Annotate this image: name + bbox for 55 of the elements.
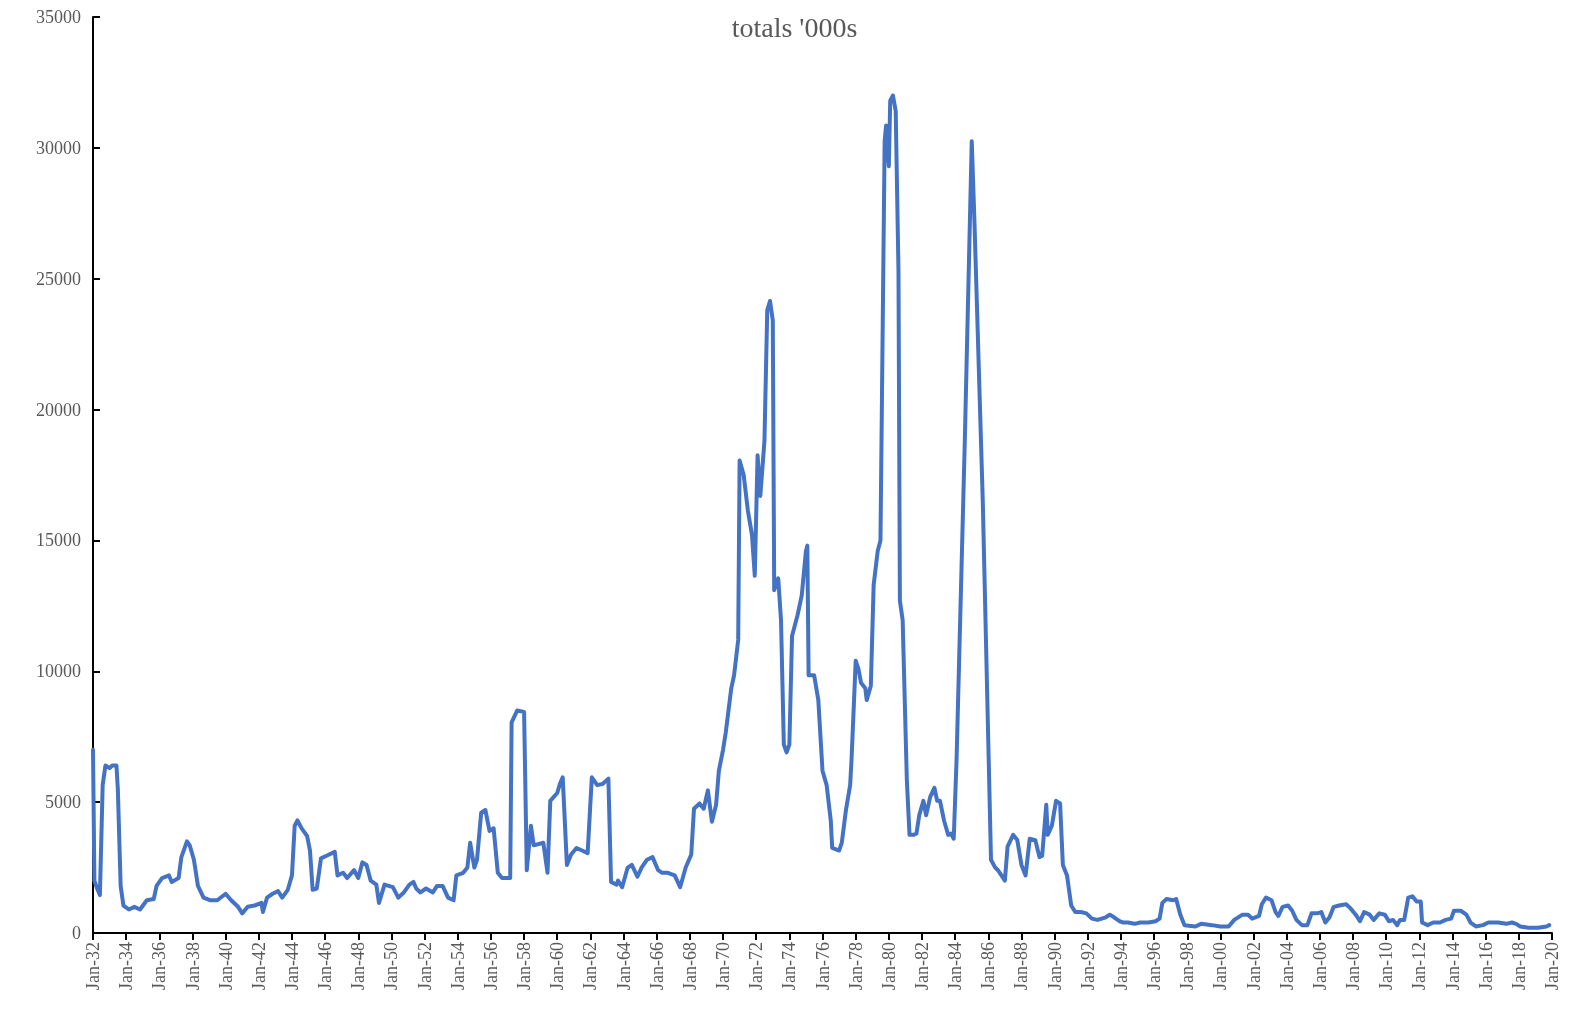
x-tick-label: Jan-04 <box>1276 942 1297 990</box>
x-tick-label: Jan-78 <box>845 942 866 990</box>
y-tick-label: 15000 <box>36 530 81 551</box>
x-tick-label: Jan-64 <box>613 942 634 990</box>
x-tick-label: Jan-94 <box>1110 942 1131 990</box>
x-tick-label: Jan-56 <box>480 942 501 990</box>
x-tick-label: Jan-84 <box>945 942 966 990</box>
y-tick-label: 5000 <box>45 792 81 813</box>
x-tick-label: Jan-00 <box>1210 942 1231 990</box>
x-tick-label: Jan-42 <box>248 942 269 990</box>
x-tick-label: Jan-40 <box>215 942 236 990</box>
x-tick-label: Jan-46 <box>315 942 336 990</box>
x-tick-label: Jan-48 <box>348 942 369 990</box>
x-tick-label: Jan-34 <box>116 942 137 990</box>
y-tick-label: 20000 <box>36 399 81 420</box>
x-tick-label: Jan-50 <box>381 942 402 990</box>
x-tick-label: Jan-32 <box>83 942 103 990</box>
x-tick-label: Jan-66 <box>646 942 667 990</box>
x-tick-label: Jan-88 <box>1011 942 1032 990</box>
x-tick-label: Jan-72 <box>746 942 767 990</box>
x-tick-label: Jan-16 <box>1475 942 1496 990</box>
y-tick-label: 30000 <box>36 137 81 158</box>
y-tick-label: 25000 <box>36 268 81 289</box>
x-tick-label: Jan-60 <box>547 942 568 990</box>
x-tick-label: Jan-70 <box>713 942 734 990</box>
x-tick-label: Jan-90 <box>1044 942 1065 990</box>
x-tick-label: Jan-86 <box>978 942 999 990</box>
x-tick-label: Jan-82 <box>912 942 932 990</box>
x-tick-label: Jan-62 <box>580 942 601 990</box>
x-tick-label: Jan-38 <box>182 942 203 990</box>
x-tick-label: Jan-06 <box>1309 942 1330 990</box>
y-tick-label: 10000 <box>36 661 81 682</box>
x-tick-label: Jan-68 <box>679 942 700 990</box>
x-tick-label: Jan-14 <box>1442 942 1463 990</box>
x-tick-label: Jan-58 <box>514 942 535 990</box>
x-tick-label: Jan-12 <box>1409 942 1430 990</box>
x-tick-label: Jan-36 <box>149 942 170 990</box>
x-tick-label: Jan-20 <box>1542 942 1562 990</box>
x-tick-label: Jan-08 <box>1343 942 1364 990</box>
x-tick-label: Jan-52 <box>414 942 435 990</box>
line-series <box>91 93 1552 930</box>
x-tick-label: Jan-74 <box>779 942 800 990</box>
chart-title: totals '000s <box>731 11 858 43</box>
x-tick-label: Jan-10 <box>1376 942 1397 990</box>
x-tick-label: Jan-44 <box>281 942 302 990</box>
x-tick-label: Jan-92 <box>1077 942 1098 990</box>
y-tick-label: 0 <box>72 923 81 943</box>
x-tick-label: Jan-98 <box>1177 942 1198 990</box>
y-tick-label: 35000 <box>36 7 81 27</box>
x-tick-label: Jan-76 <box>812 942 833 990</box>
x-tick-label: Jan-96 <box>1144 942 1165 990</box>
x-tick-label: Jan-80 <box>878 942 899 990</box>
x-tick-label: Jan-54 <box>447 942 468 990</box>
x-tick-label: Jan-02 <box>1243 942 1264 990</box>
x-tick-label: Jan-18 <box>1508 942 1529 990</box>
